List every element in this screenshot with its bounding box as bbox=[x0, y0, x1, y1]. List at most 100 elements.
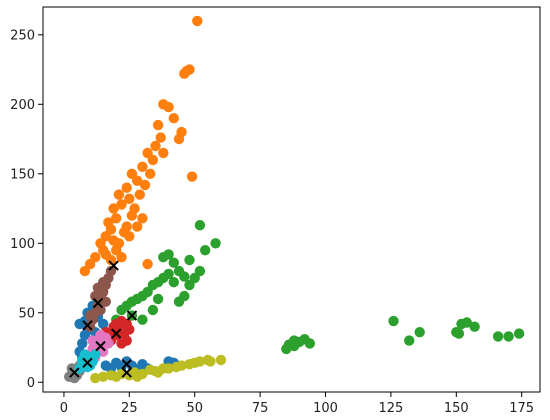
centroid-marker bbox=[92, 297, 104, 309]
centroid-marker bbox=[82, 357, 93, 369]
data-point bbox=[150, 140, 161, 152]
data-point bbox=[116, 252, 127, 263]
data-point bbox=[90, 290, 101, 302]
centroid-marker bbox=[95, 340, 106, 352]
data-point bbox=[87, 335, 98, 346]
x-tick-label: 50 bbox=[186, 401, 203, 416]
data-point bbox=[492, 331, 504, 342]
data-point bbox=[139, 179, 151, 191]
data-point bbox=[113, 189, 125, 200]
data-point bbox=[388, 315, 399, 327]
data-point bbox=[121, 221, 132, 232]
data-point bbox=[132, 175, 143, 186]
centroid-marker bbox=[126, 310, 138, 321]
data-point bbox=[173, 296, 185, 307]
data-point bbox=[168, 257, 179, 268]
data-point bbox=[66, 363, 78, 374]
data-point bbox=[205, 356, 216, 367]
data-point bbox=[453, 328, 465, 339]
data-point bbox=[134, 189, 145, 200]
data-point bbox=[100, 249, 112, 260]
data-point bbox=[192, 15, 203, 27]
x-tick-label: 25 bbox=[121, 401, 138, 416]
data-point bbox=[90, 349, 101, 360]
data-point bbox=[152, 367, 164, 378]
data-point bbox=[163, 268, 174, 280]
centroids-layer bbox=[69, 260, 138, 378]
data-point bbox=[116, 199, 127, 210]
centroid-marker bbox=[121, 358, 132, 370]
data-point bbox=[105, 224, 117, 235]
data-point bbox=[145, 364, 156, 375]
data-point bbox=[163, 249, 174, 260]
data-point bbox=[103, 338, 114, 349]
x-tick-label: 100 bbox=[313, 401, 338, 416]
data-point bbox=[84, 310, 96, 321]
data-point bbox=[90, 252, 101, 263]
data-point bbox=[152, 119, 164, 131]
data-point bbox=[116, 338, 127, 349]
x-tick-label: 75 bbox=[252, 401, 269, 416]
data-point bbox=[200, 245, 211, 256]
centroid-marker bbox=[111, 328, 122, 339]
data-point bbox=[184, 64, 195, 75]
y-tick-label: 50 bbox=[18, 306, 35, 321]
data-point bbox=[194, 265, 206, 277]
x-tick-label: 0 bbox=[60, 401, 68, 416]
data-point bbox=[215, 354, 227, 366]
data-point bbox=[129, 203, 140, 214]
centroid-marker bbox=[82, 320, 93, 331]
data-point bbox=[168, 277, 179, 288]
data-point bbox=[184, 359, 195, 370]
centroid-marker bbox=[108, 260, 119, 271]
data-point bbox=[121, 182, 132, 193]
data-point bbox=[163, 101, 174, 113]
data-point bbox=[184, 254, 195, 266]
y-tick-label: 0 bbox=[27, 376, 35, 391]
data-point bbox=[98, 371, 109, 382]
y-axis: 0 50 100 150 200 250 bbox=[10, 28, 43, 391]
data-point bbox=[179, 271, 190, 282]
data-point bbox=[168, 113, 179, 124]
data-point bbox=[171, 361, 182, 373]
x-tick-label: 125 bbox=[378, 401, 403, 416]
data-point bbox=[121, 318, 132, 330]
data-point bbox=[142, 258, 153, 270]
data-point bbox=[124, 193, 135, 204]
data-point bbox=[90, 372, 101, 384]
data-point bbox=[95, 329, 106, 341]
x-axis: 0 25 50 75 100 125 150 175 bbox=[60, 392, 534, 416]
data-point bbox=[152, 293, 164, 305]
data-point bbox=[288, 340, 300, 352]
data-point bbox=[100, 296, 112, 307]
data-point bbox=[108, 203, 119, 214]
data-point bbox=[98, 318, 109, 330]
centroid-marker bbox=[69, 367, 80, 378]
y-tick-label: 150 bbox=[10, 167, 35, 182]
data-point bbox=[137, 161, 148, 172]
data-point bbox=[100, 360, 112, 371]
data-point bbox=[503, 331, 514, 342]
points-layer bbox=[63, 15, 525, 384]
data-point bbox=[513, 328, 525, 339]
data-point bbox=[132, 221, 143, 232]
data-point bbox=[92, 282, 104, 293]
y-tick-label: 100 bbox=[10, 237, 35, 252]
data-point bbox=[194, 220, 206, 231]
data-point bbox=[95, 304, 106, 316]
y-tick-label: 250 bbox=[10, 28, 35, 43]
data-point bbox=[77, 338, 88, 349]
data-point bbox=[194, 356, 206, 367]
x-tick-label: 150 bbox=[444, 401, 469, 416]
data-point bbox=[304, 338, 315, 349]
data-point bbox=[108, 235, 119, 246]
data-point bbox=[137, 213, 148, 224]
data-point bbox=[74, 318, 85, 330]
x-tick-label: 175 bbox=[509, 401, 534, 416]
data-point bbox=[461, 317, 472, 328]
data-point bbox=[176, 126, 187, 138]
data-point bbox=[469, 321, 480, 332]
y-tick-label: 200 bbox=[10, 98, 35, 113]
data-point bbox=[155, 132, 166, 143]
